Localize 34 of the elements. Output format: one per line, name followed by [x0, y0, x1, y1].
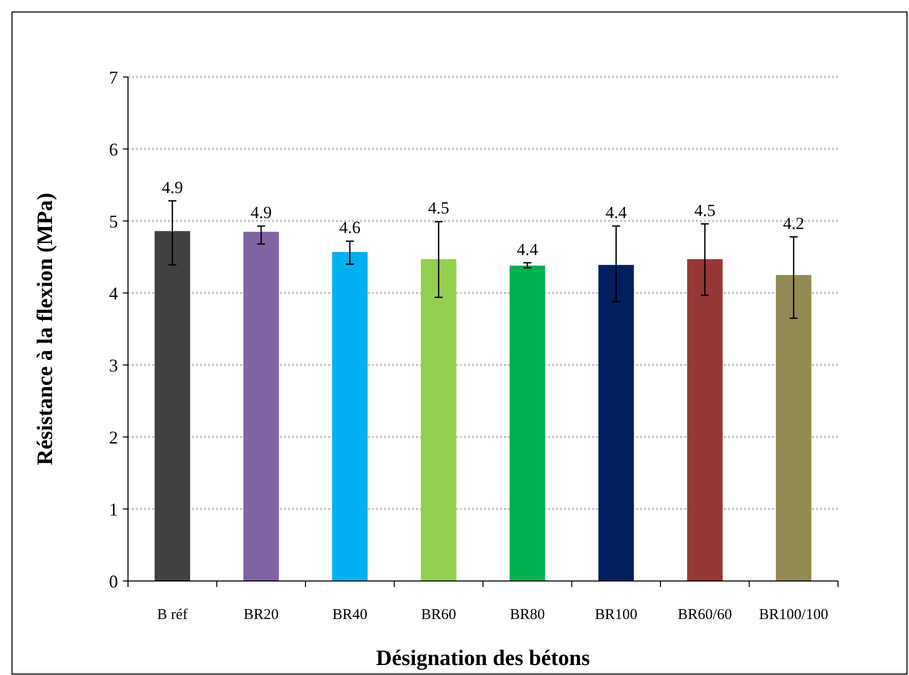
y-tick-label: 2: [109, 427, 118, 448]
y-tick-label: 0: [109, 571, 118, 592]
y-tick-label: 6: [109, 139, 118, 160]
x-axis-title: Désignation des bétons: [376, 645, 590, 670]
data-label: 4.2: [783, 214, 804, 233]
bar: [332, 252, 368, 581]
data-label: 4.9: [250, 203, 272, 222]
bar: [510, 266, 546, 581]
data-label: 4.9: [162, 178, 183, 197]
data-label: 4.4: [516, 240, 538, 259]
x-tick-label: B réf: [157, 607, 188, 623]
data-label: 4.4: [606, 203, 628, 222]
x-tick-label: BR60: [421, 607, 456, 623]
y-tick-label: 7: [109, 67, 118, 88]
x-tick-label: BR100/100: [759, 607, 828, 623]
y-tick-label: 3: [109, 355, 118, 376]
bar: [776, 275, 812, 581]
data-label: 4.5: [428, 198, 450, 218]
x-tick-label: BR20: [244, 607, 279, 623]
y-axis-title: Résistance à la flexion (MPa): [32, 192, 57, 466]
x-tick-label: BR60/60: [678, 607, 732, 623]
bar: [154, 231, 190, 581]
y-tick-label: 4: [109, 283, 118, 304]
bar: [243, 232, 279, 581]
data-label: 4.6: [339, 218, 360, 238]
data-label: 4.5: [694, 200, 716, 220]
bar: [420, 259, 456, 581]
x-tick-label: BR40: [332, 607, 368, 623]
bar: [598, 264, 634, 581]
bar: [687, 259, 723, 581]
x-tick-label: BR100: [594, 607, 638, 623]
y-tick-label: 5: [109, 211, 118, 232]
x-tick-label: BR80: [510, 607, 545, 623]
y-tick-label: 1: [109, 499, 118, 520]
